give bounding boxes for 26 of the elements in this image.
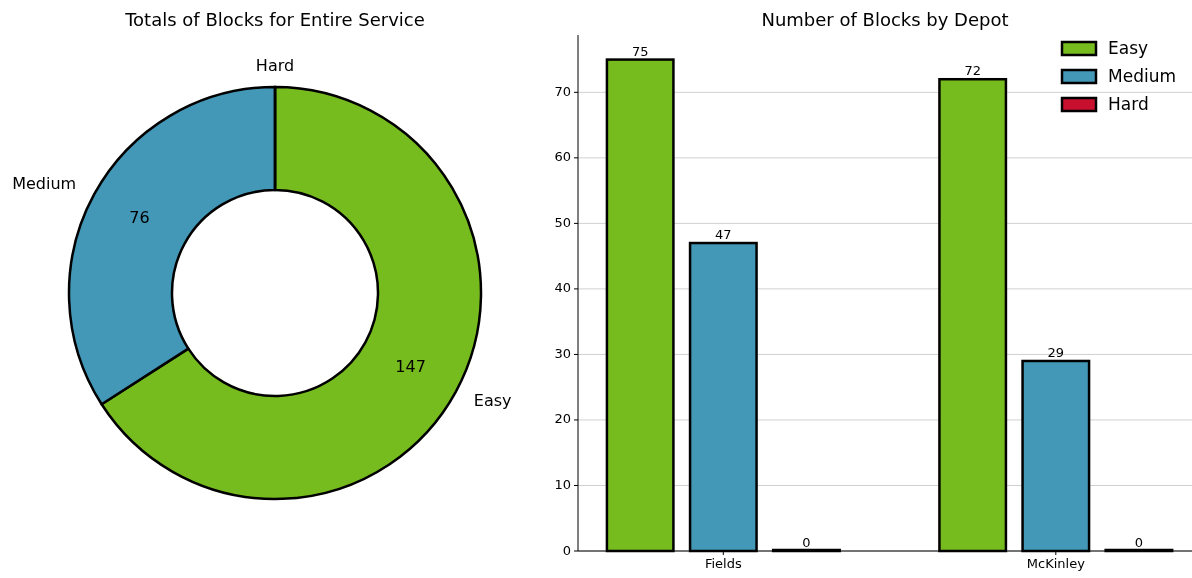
data-label: 72 [964,63,981,79]
data-label: 0 [1134,535,1144,550]
data-label: 29 [1047,344,1065,360]
y-tick-label: 50 [554,214,571,230]
data-label: 47 [715,227,732,243]
y-tick-label: 40 [554,280,571,296]
x-tick-label: McKinley [1026,556,1086,571]
legend-label: Easy [1108,38,1149,58]
y-tick-label: 60 [554,149,571,165]
chart-title: Number of Blocks by Depot [761,9,1009,30]
y-tick-label: 10 [554,476,571,492]
data-label: 0 [802,535,811,550]
slice-label: Medium [12,173,77,193]
chart-title: Totals of Blocks for Entire Service [124,9,425,30]
slice-label: Easy [473,391,512,411]
category-label: Hard [255,55,295,75]
y-tick-label: 70 [554,83,571,99]
y-tick-label: 20 [554,411,571,427]
data-label: 76 [129,208,150,228]
legend-label: Hard [1108,94,1149,114]
legend-label: Medium [1108,66,1176,86]
data-label: 147 [395,356,426,376]
y-tick-label: 30 [554,345,571,361]
data-label: 75 [631,43,649,59]
x-tick-label: Fields [704,556,742,571]
y-tick-label: 0 [562,542,571,558]
